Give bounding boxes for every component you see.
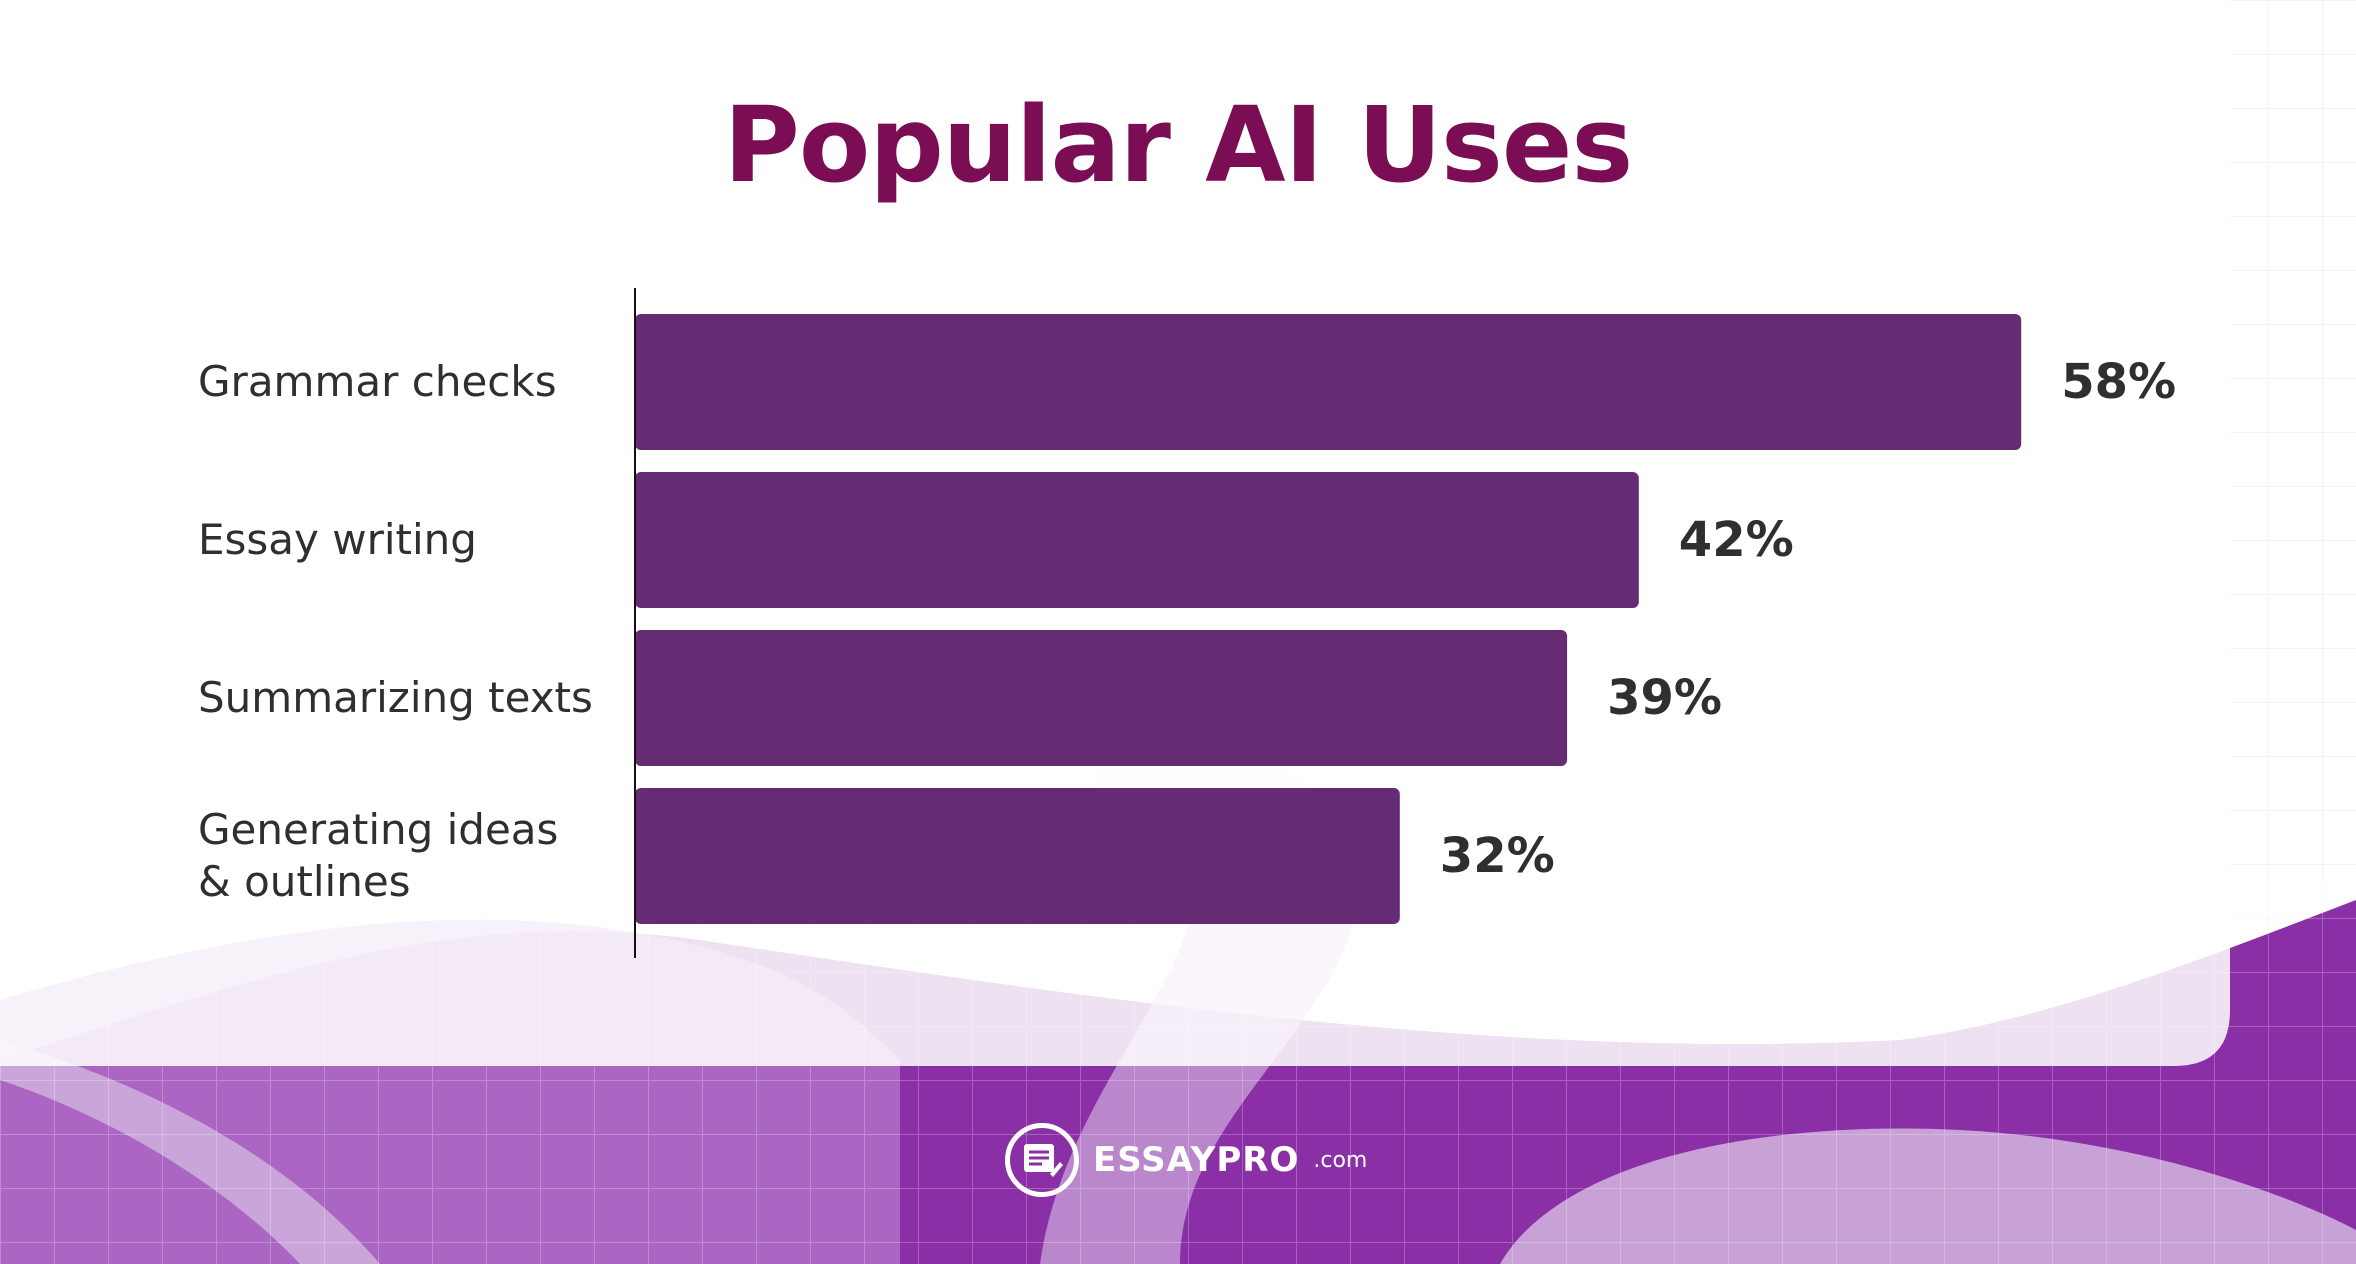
category-label-3: Generating ideas & outlines [198,805,559,906]
bar-2 [635,630,1568,766]
category-label-0: Grammar checks [198,357,557,406]
value-label-2: 39% [1607,670,1722,726]
brand-tld: .com [1313,1147,1368,1173]
value-label-3: 32% [1439,828,1555,884]
category-label-2: Summarizing texts [198,673,593,722]
chart-title: Popular AI Uses [723,84,1634,206]
value-label-0: 58% [2061,354,2177,410]
bar-3 [635,788,1400,924]
brand-name: ESSAYPRO [1093,1140,1300,1180]
brand-logo: ESSAYPRO .com [1005,1120,1367,1200]
value-label-1: 42% [1678,512,1794,568]
document-pencil-icon [1005,1123,1079,1197]
category-label-1: Essay writing [198,515,477,564]
bar-1 [635,472,1639,608]
bar-0 [635,314,2022,450]
